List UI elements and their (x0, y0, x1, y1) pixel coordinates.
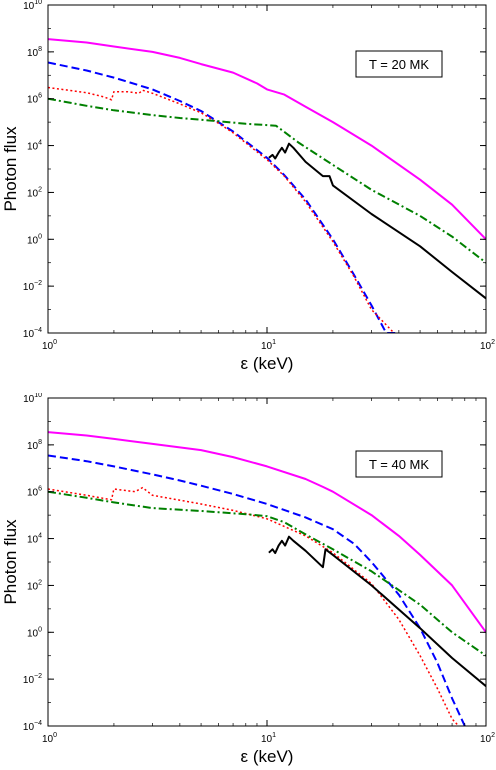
chart-panel-top: 100 101 102 10−4 10−2 100 102 104 106 108 1010 ε (k… (1, 0, 495, 373)
annotation-box (355, 450, 443, 478)
y-tick-label: 108 (27, 439, 42, 452)
temperature-annotation: T = 40 MK (369, 457, 429, 472)
y-tick-label: 104 (27, 533, 42, 546)
series-line-1 (48, 431, 486, 633)
y-tick-label: 102 (27, 186, 42, 199)
y-tick-label: 10−4 (23, 327, 42, 340)
series-line-3 (48, 86, 395, 333)
y-tick-label: 10−2 (23, 280, 42, 293)
y-tick-label: 100 (27, 626, 42, 639)
y-tick-label: 104 (27, 140, 42, 153)
y-tick-label: 106 (27, 93, 42, 106)
series-line-5 (268, 535, 486, 687)
x-axis-label: ε (keV) (241, 354, 294, 373)
series-group (48, 38, 486, 333)
series-line-2 (48, 61, 399, 333)
temperature-annotation: T = 20 MK (369, 57, 429, 72)
y-axis-label: Photon flux (1, 126, 20, 212)
x-tick-label: 102 (480, 339, 495, 352)
y-tick-label: 100 (27, 233, 42, 246)
y-tick-label: 1010 (23, 393, 42, 405)
y-tick-label: 108 (27, 46, 42, 59)
annotation-box (355, 50, 443, 78)
x-axis-label: ε (keV) (241, 747, 294, 766)
x-tick-label: 100 (42, 732, 57, 745)
series-line-2 (48, 454, 466, 726)
y-tick-label: 10−2 (23, 673, 42, 686)
y-tick-label: 106 (27, 486, 42, 499)
chart-panel-bottom: 100 101 102 10−4 10−2 100 102 104 106 108 1010 ε (k… (1, 393, 495, 766)
y-axis-label: Photon flux (1, 519, 20, 605)
x-tick-label: 101 (261, 732, 276, 745)
y-tick-label: 102 (27, 579, 42, 592)
series-line-4 (48, 97, 486, 264)
x-tick-label: 102 (480, 732, 495, 745)
x-tick-label: 101 (261, 339, 276, 352)
plot-frame (47, 397, 487, 727)
x-tick-label: 100 (42, 339, 57, 352)
series-group (48, 431, 486, 726)
series-line-5 (268, 142, 486, 300)
series-line-1 (48, 38, 486, 240)
series-line-4 (48, 490, 486, 657)
y-tick-label: 10−4 (23, 720, 42, 733)
y-tick-label: 1010 (23, 0, 42, 12)
